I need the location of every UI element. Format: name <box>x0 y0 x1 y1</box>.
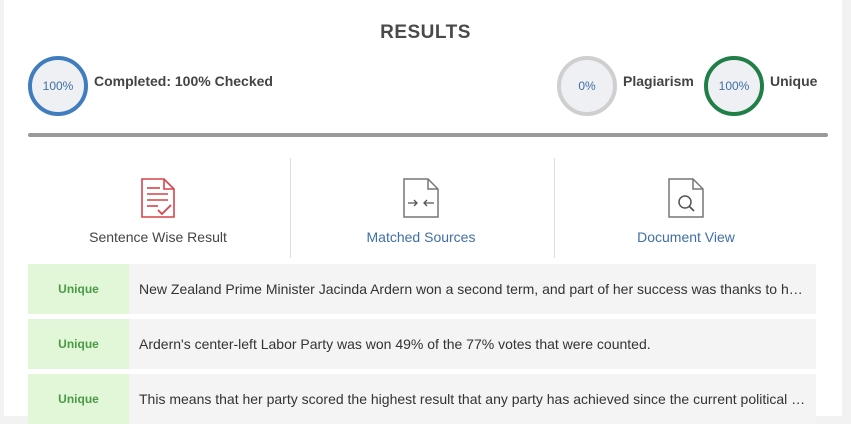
section-divider <box>28 133 828 137</box>
unique-label: Unique <box>770 73 818 89</box>
document-search-icon <box>668 178 704 218</box>
status-badge: Unique <box>28 319 129 369</box>
document-check-icon <box>141 178 175 218</box>
completed-label: Completed: 100% Checked <box>94 73 273 89</box>
results-title: RESULTS <box>380 22 471 43</box>
status-badge: Unique <box>28 374 129 424</box>
tab-document-view-label: Document View <box>637 229 735 245</box>
tab-sentence-wise-result-label: Sentence Wise Result <box>89 229 227 245</box>
tab-separator <box>554 158 555 258</box>
result-row[interactable]: Unique Ardern's center-left Labor Party … <box>28 319 816 369</box>
plagiarism-label: Plagiarism <box>623 73 694 89</box>
completed-percent: 100% <box>42 79 74 93</box>
sentence-text: This means that her party scored the hig… <box>139 391 816 407</box>
sentence-text: Ardern's center-left Labor Party was won… <box>139 336 651 352</box>
result-row[interactable]: Unique New Zealand Prime Minister Jacind… <box>28 264 816 314</box>
tab-separator <box>290 158 291 258</box>
tab-matched-sources-label: Matched Sources <box>366 229 476 245</box>
unique-progress-circle: 100% <box>704 56 764 116</box>
status-badge: Unique <box>28 264 129 314</box>
compare-document-icon <box>403 178 439 218</box>
plagiarism-percent: 0% <box>578 79 596 93</box>
result-row[interactable]: Unique This means that her party scored … <box>28 374 816 424</box>
completed-progress-circle: 100% <box>28 56 88 116</box>
sentence-text: New Zealand Prime Minister Jacinda Arder… <box>139 281 816 297</box>
plagiarism-progress-circle: 0% <box>557 56 617 116</box>
unique-percent: 100% <box>718 79 750 93</box>
